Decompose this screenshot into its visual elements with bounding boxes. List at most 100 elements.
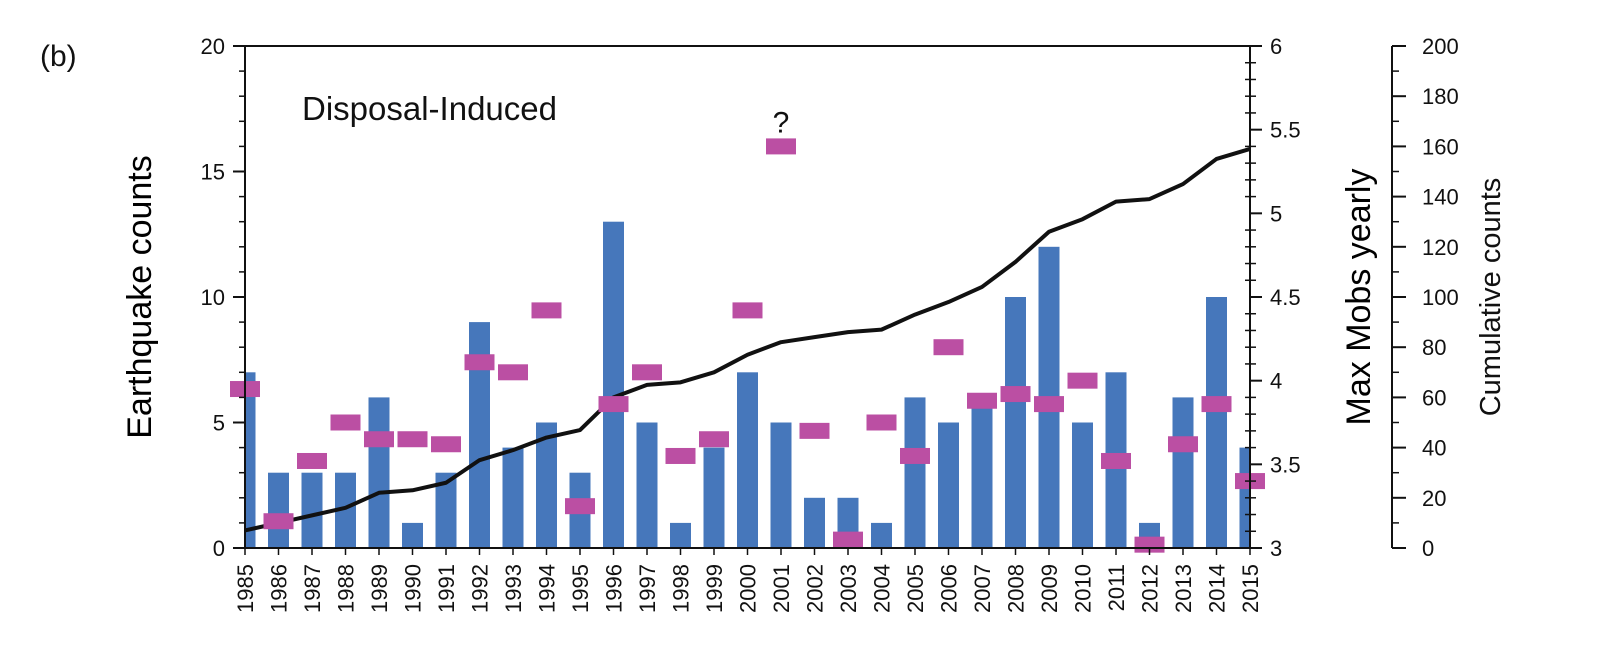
magnitude-marker-1996 [598, 396, 629, 413]
magnitude-marker-2000 [732, 302, 763, 319]
panel-label: (b) [40, 40, 77, 73]
x-tick-label-1996: 1996 [602, 564, 627, 613]
y-tick-label-20: 20 [201, 34, 225, 59]
bar-1994 [536, 422, 557, 548]
x-tick-label-2009: 2009 [1037, 564, 1062, 613]
x-tick-label-2010: 2010 [1071, 564, 1096, 613]
y2-tick-label-6: 6 [1270, 34, 1282, 59]
bar-1988 [335, 472, 356, 548]
magnitude-marker-1993 [498, 364, 528, 381]
bar-1999 [703, 447, 725, 548]
bar-1989 [368, 397, 390, 548]
y2-tick-label-5.5: 5.5 [1270, 118, 1301, 143]
y3-tick-label-40: 40 [1422, 436, 1446, 461]
magnitude-marker-2010 [1067, 372, 1098, 389]
bar-series [245, 221, 1250, 549]
y3-tick-label-100: 100 [1422, 285, 1459, 310]
bar-2006 [938, 422, 959, 548]
x-tick-label-1998: 1998 [669, 564, 694, 613]
x-tick-label-1991: 1991 [434, 564, 459, 613]
x-tick-label-1994: 1994 [535, 564, 560, 613]
bar-2013 [1172, 397, 1194, 548]
magnitude-marker-1986 [263, 513, 294, 530]
y3-axis-label: Cumulative counts [1475, 178, 1507, 417]
magnitude-marker-1999 [699, 431, 729, 448]
bar-1996 [603, 221, 624, 548]
bar-2000 [737, 372, 758, 548]
magnitude-marker-2006 [933, 339, 964, 356]
y3-tick-label-160: 160 [1422, 134, 1459, 159]
chart-title: Disposal-Induced [302, 90, 557, 127]
bar-1991 [435, 472, 457, 548]
axes [233, 45, 1406, 555]
x-tick-label-1995: 1995 [568, 564, 593, 613]
x-tick-label-2012: 2012 [1138, 564, 1163, 613]
y2-tick-label-3.5: 3.5 [1270, 452, 1301, 477]
magnitude-marker-1992 [464, 354, 495, 371]
magnitude-marker-2014 [1201, 396, 1232, 413]
chart-text: (b) Disposal-Induced Earthquake counts M… [40, 34, 1507, 613]
x-tick-label-2015: 2015 [1238, 564, 1263, 613]
bar-2014 [1206, 297, 1227, 548]
bar-1986 [268, 472, 289, 548]
magnitude-marker-2011 [1101, 452, 1131, 469]
bar-1987 [301, 472, 323, 548]
y2-tick-label-4: 4 [1270, 369, 1282, 394]
y2-tick-label-5: 5 [1270, 201, 1282, 226]
magnitude-marker-2004 [866, 414, 897, 431]
y-tick-label-15: 15 [201, 160, 225, 185]
bar-2010 [1072, 422, 1093, 548]
magnitude-marker-1995 [565, 498, 595, 515]
y2-tick-label-3: 3 [1270, 536, 1282, 561]
bar-1990 [402, 522, 423, 548]
x-tick-label-2013: 2013 [1171, 564, 1196, 613]
magnitude-marker-1988 [330, 414, 361, 431]
magnitude-marker-2008 [1000, 386, 1031, 403]
cumulative-line [244, 146, 1251, 533]
bar-1985 [245, 372, 256, 548]
magnitude-marker-1994 [531, 302, 562, 319]
x-tick-label-2003: 2003 [836, 564, 861, 613]
bar-2008 [1005, 297, 1026, 548]
x-tick-label-1985: 1985 [233, 564, 258, 613]
bar-1998 [670, 522, 691, 548]
x-tick-label-1997: 1997 [635, 564, 660, 613]
y-tick-label-5: 5 [213, 411, 225, 436]
magnitude-marker-1991 [431, 436, 461, 453]
x-tick-label-1988: 1988 [334, 564, 359, 613]
bar-1992 [469, 322, 490, 548]
y-tick-label-10: 10 [201, 285, 225, 310]
y3-tick-label-140: 140 [1422, 185, 1459, 210]
y3-tick-label-60: 60 [1422, 385, 1446, 410]
magnitude-marker-1998 [665, 447, 696, 464]
x-tick-label-2006: 2006 [937, 564, 962, 613]
magnitude-marker-2003 [833, 531, 863, 548]
y-tick-label-0: 0 [213, 536, 225, 561]
bar-2007 [971, 397, 993, 548]
bar-2005 [904, 397, 926, 548]
x-tick-label-1999: 1999 [702, 564, 727, 613]
bar-2001 [770, 422, 792, 548]
y3-tick-label-120: 120 [1422, 235, 1459, 260]
bar-2015 [1239, 447, 1250, 548]
bar-2004 [871, 522, 892, 548]
x-tick-label-2004: 2004 [870, 564, 895, 613]
y2-axis-label: Max Mobs yearly [1340, 169, 1378, 426]
x-tick-label-1992: 1992 [468, 564, 493, 613]
y3-tick-label-80: 80 [1422, 335, 1446, 360]
magnitude-marker-1997 [632, 364, 662, 381]
y-axis-label: Earthquake counts [121, 155, 159, 439]
cumulative-line-series [244, 146, 1251, 533]
y3-tick-label-180: 180 [1422, 84, 1459, 109]
y3-tick-label-0: 0 [1422, 536, 1434, 561]
magnitude-marker-1987 [297, 452, 327, 469]
x-tick-label-2008: 2008 [1004, 564, 1029, 613]
y2-tick-label-4.5: 4.5 [1270, 285, 1301, 310]
x-tick-label-2011: 2011 [1104, 564, 1129, 611]
x-tick-label-2007: 2007 [970, 564, 995, 613]
bar-2002 [804, 497, 825, 548]
x-tick-label-2014: 2014 [1205, 564, 1230, 613]
x-tick-label-1990: 1990 [401, 564, 426, 613]
x-tick-label-1993: 1993 [501, 564, 526, 613]
